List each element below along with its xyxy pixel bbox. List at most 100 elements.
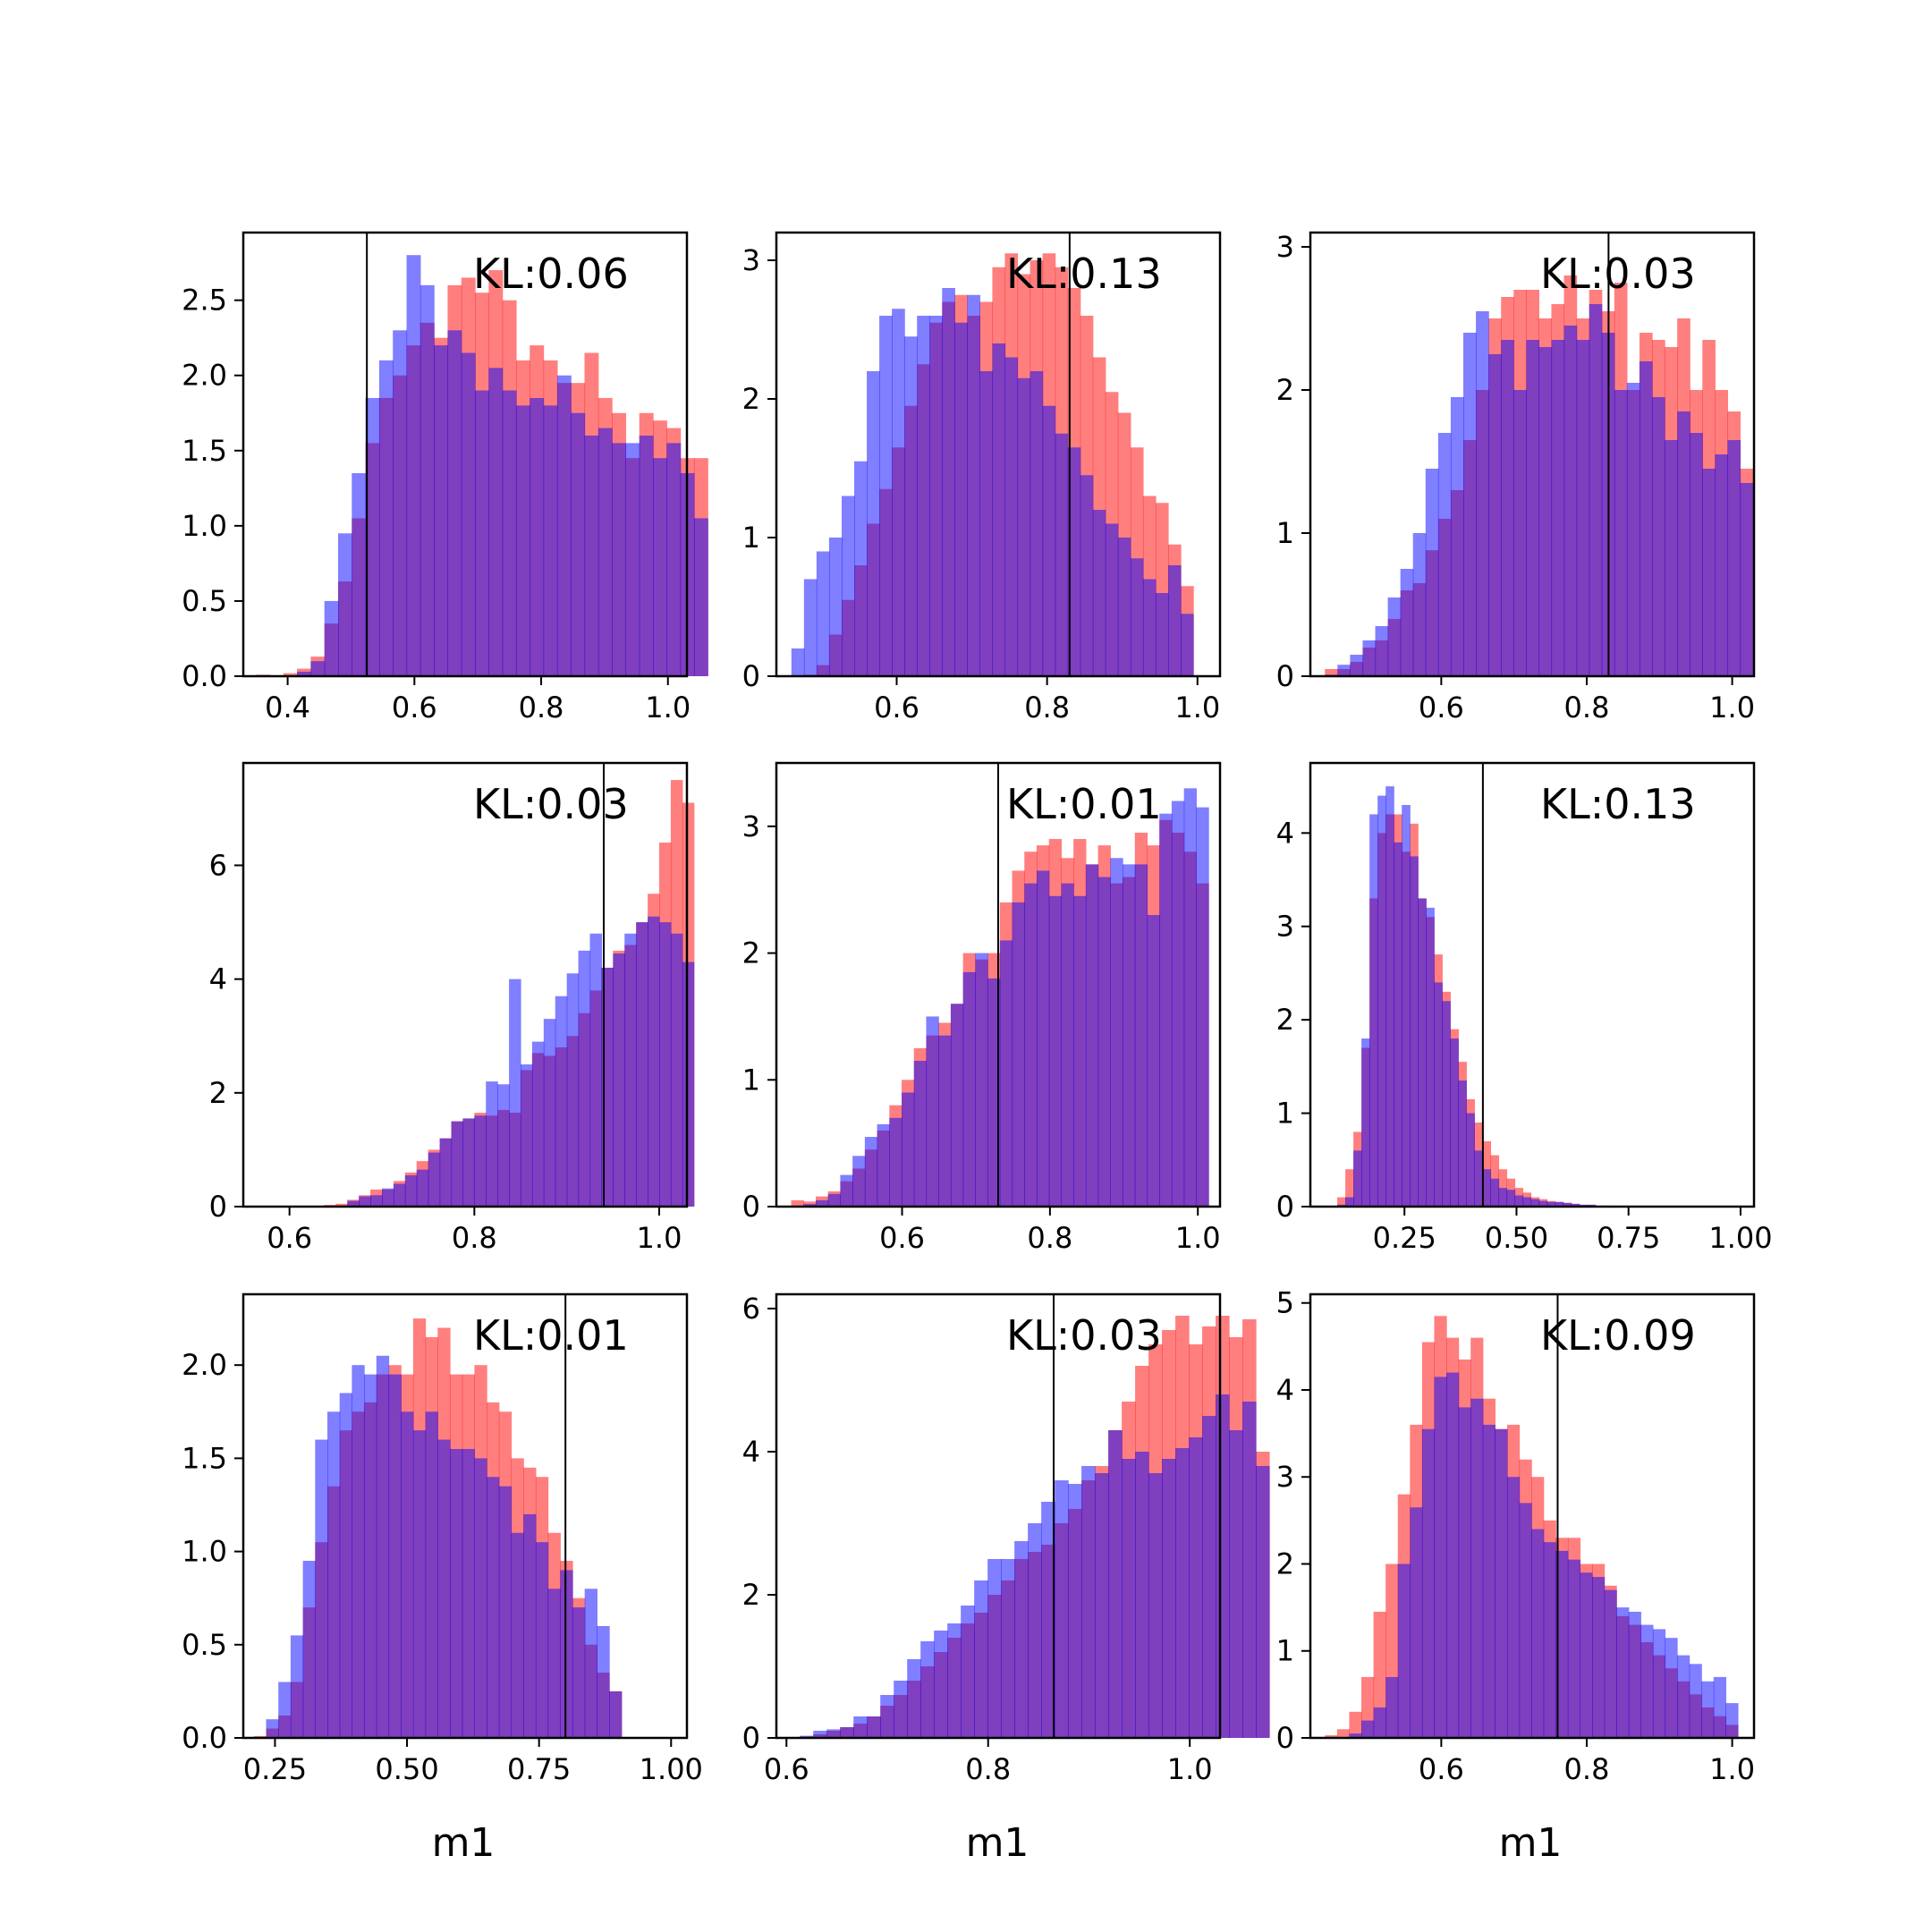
y-tick-label: 2: [209, 1076, 227, 1110]
blue-bar: [1604, 1589, 1617, 1738]
blue-bar: [1727, 440, 1741, 676]
blue-bar: [451, 1121, 464, 1207]
blue-bar: [1105, 523, 1119, 676]
x-axis-label-col3: m1: [1499, 1820, 1563, 1866]
blue-bar: [461, 352, 476, 676]
blue-bar: [412, 1430, 427, 1738]
blue-bar: [475, 390, 489, 676]
blue-bar: [827, 1193, 842, 1207]
blue-bar: [474, 1115, 487, 1207]
histogram-panel-4: 0.6 0.8 1.0 0 2 4 6 KL:0.03: [209, 761, 695, 1255]
red-bar: [1373, 1611, 1386, 1738]
y-tick-label: 1: [1276, 1634, 1294, 1668]
red-bar: [335, 1203, 348, 1207]
y-tick-label: 4: [742, 1435, 760, 1469]
blue-bar: [416, 1169, 429, 1207]
histogram-panel-8: 0.6 0.8 1.0 0 2 4 6 KL:0.03: [742, 1292, 1270, 1786]
x-tick-label: 0.4: [265, 691, 310, 724]
x-tick-label: 0.6: [879, 1221, 925, 1255]
blue-bar: [406, 255, 421, 676]
blue-bar: [560, 1570, 573, 1738]
y-tick-label: 0: [1276, 1190, 1294, 1224]
blue-bar: [531, 1041, 545, 1207]
blue-bar: [535, 1542, 549, 1738]
kl-annotation: KL:0.03: [473, 780, 629, 828]
blue-bar: [1639, 361, 1653, 676]
blue-bar: [1135, 1452, 1149, 1738]
blue-bar: [813, 1731, 827, 1738]
blue-bar: [1506, 1477, 1521, 1738]
blue-bar: [1498, 1188, 1508, 1207]
blue-bar: [1571, 1203, 1580, 1207]
blue-bar: [1155, 593, 1169, 676]
blue-bar: [1555, 1201, 1564, 1207]
blue-bar: [1369, 814, 1378, 1207]
blue-bar: [1576, 340, 1590, 676]
blue-bar: [488, 368, 504, 676]
blue-bar: [338, 533, 352, 676]
blue-bar: [1410, 1507, 1423, 1738]
blue-bar: [1402, 804, 1411, 1207]
blue-bar: [1677, 1655, 1690, 1738]
blue-bar: [1048, 895, 1063, 1207]
blue-series: [803, 788, 1209, 1207]
blue-bar: [1589, 304, 1603, 676]
blue-bar: [1526, 340, 1539, 676]
blue-bar: [1614, 390, 1628, 676]
blue-bar: [370, 1195, 383, 1207]
blue-bar: [1036, 870, 1050, 1207]
blue-bar: [364, 1374, 377, 1738]
blue-bar: [803, 1204, 817, 1207]
blue-bar: [290, 1635, 304, 1738]
x-tick-label: 0.8: [452, 1221, 497, 1255]
blue-bar: [1080, 475, 1094, 676]
red-bar: [1325, 669, 1338, 676]
blue-bar: [1055, 433, 1069, 676]
blue-bar: [1421, 1428, 1436, 1738]
blue-bar: [1256, 1466, 1270, 1738]
axes-frame: [775, 1292, 1222, 1740]
x-tick-label: 0.6: [764, 1752, 809, 1786]
y-tick-label: 6: [742, 1292, 760, 1326]
x-tick-label: 1.0: [1167, 1752, 1213, 1786]
blue-series: [266, 1355, 623, 1738]
blue-bar: [1361, 1720, 1375, 1738]
blue-bar: [462, 1118, 475, 1207]
blue-bar: [1014, 1541, 1029, 1738]
kl-annotation: KL:0.03: [1540, 250, 1696, 298]
blue-bar: [1474, 1150, 1483, 1207]
x-tick-label: 0.8: [519, 691, 564, 724]
blue-bar: [597, 428, 613, 676]
blue-bar: [566, 973, 580, 1207]
blue-bar: [648, 916, 660, 1207]
blue-bar: [612, 443, 627, 676]
blue-bar: [1628, 1611, 1641, 1738]
blue-bar: [419, 284, 435, 676]
blue-bar: [1196, 807, 1209, 1207]
blue-bar: [1159, 813, 1173, 1207]
blue-bar: [1458, 1080, 1467, 1207]
blue-bar: [365, 397, 380, 676]
blue-bar: [1373, 1707, 1386, 1738]
y-tick-label: 3: [1276, 1460, 1294, 1494]
blue-bar: [1350, 655, 1364, 676]
blue-bar: [1092, 510, 1106, 676]
x-tick-label: 0.75: [507, 1752, 571, 1786]
axes-frame: [242, 1292, 689, 1740]
axes-frame: [242, 761, 689, 1208]
blue-bar: [497, 1084, 510, 1207]
blue-bar: [609, 1690, 623, 1738]
x-tick-label: 0.25: [243, 1752, 307, 1786]
blue-bar: [1024, 883, 1038, 1207]
blue-bar: [347, 1200, 360, 1207]
blue-bar: [1488, 354, 1502, 676]
blue-bar: [987, 978, 1001, 1207]
blue-bar: [1216, 1394, 1230, 1738]
blue-bar: [543, 1019, 556, 1207]
blue-series: [297, 255, 708, 676]
blue-bar: [670, 933, 683, 1207]
blue-bar: [359, 1196, 371, 1207]
blue-bar: [841, 496, 855, 676]
blue-bar: [523, 1513, 537, 1738]
blue-bar: [502, 390, 517, 676]
